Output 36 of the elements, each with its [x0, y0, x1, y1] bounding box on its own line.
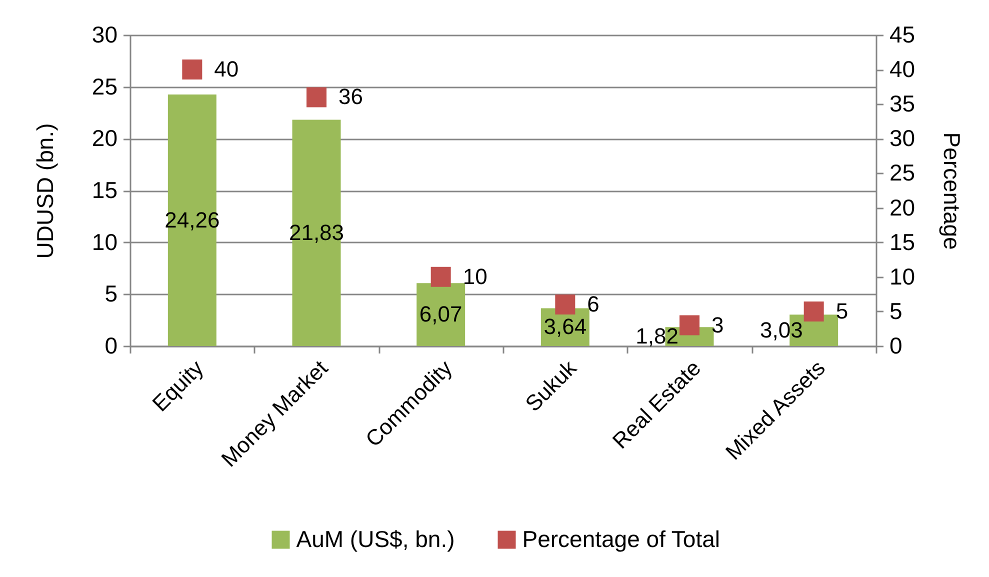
- legend-label: Percentage of Total: [522, 526, 720, 552]
- point: [182, 60, 202, 80]
- point: [306, 87, 326, 108]
- y2-tick-label: 5: [890, 298, 902, 324]
- y2-tick-label: 0: [890, 332, 902, 358]
- y-axis-title: UDUSD (bn.): [32, 123, 58, 259]
- data-label: 3: [712, 312, 724, 338]
- data-label: 40: [214, 56, 239, 82]
- bar: [292, 120, 341, 346]
- point: [680, 315, 700, 336]
- data-label: 10: [462, 264, 488, 289]
- y-tick-label: 15: [92, 177, 118, 203]
- data-label: 3,64: [544, 314, 587, 340]
- point: [430, 266, 451, 287]
- y2-tick-label: 45: [890, 22, 916, 48]
- point: [804, 301, 824, 322]
- y-tick-label: 0: [104, 332, 118, 358]
- y2-tick-label: 20: [890, 194, 916, 220]
- data-label: 6: [587, 292, 600, 317]
- y-tick-label: 30: [92, 22, 118, 48]
- y2-tick-label: 40: [890, 56, 916, 82]
- y2-tick-label: 35: [890, 90, 916, 117]
- y2-axis-title: Percentage: [939, 132, 966, 250]
- y-tick-label: 5: [104, 280, 118, 307]
- data-label: 5: [836, 298, 848, 324]
- y-tick-label: 10: [92, 228, 118, 255]
- point: [555, 294, 576, 315]
- legend-label: AuM (US$, bn.): [296, 526, 455, 552]
- y2-tick-label: 10: [890, 263, 916, 290]
- y2-tick-label: 30: [890, 125, 916, 152]
- data-label: 6,07: [419, 302, 462, 327]
- y2-tick-label: 25: [890, 160, 916, 186]
- y-tick-label: 20: [92, 125, 118, 152]
- y2-tick-label: 15: [890, 228, 916, 255]
- y-tick-label: 25: [92, 73, 118, 100]
- data-label: 36: [338, 84, 363, 110]
